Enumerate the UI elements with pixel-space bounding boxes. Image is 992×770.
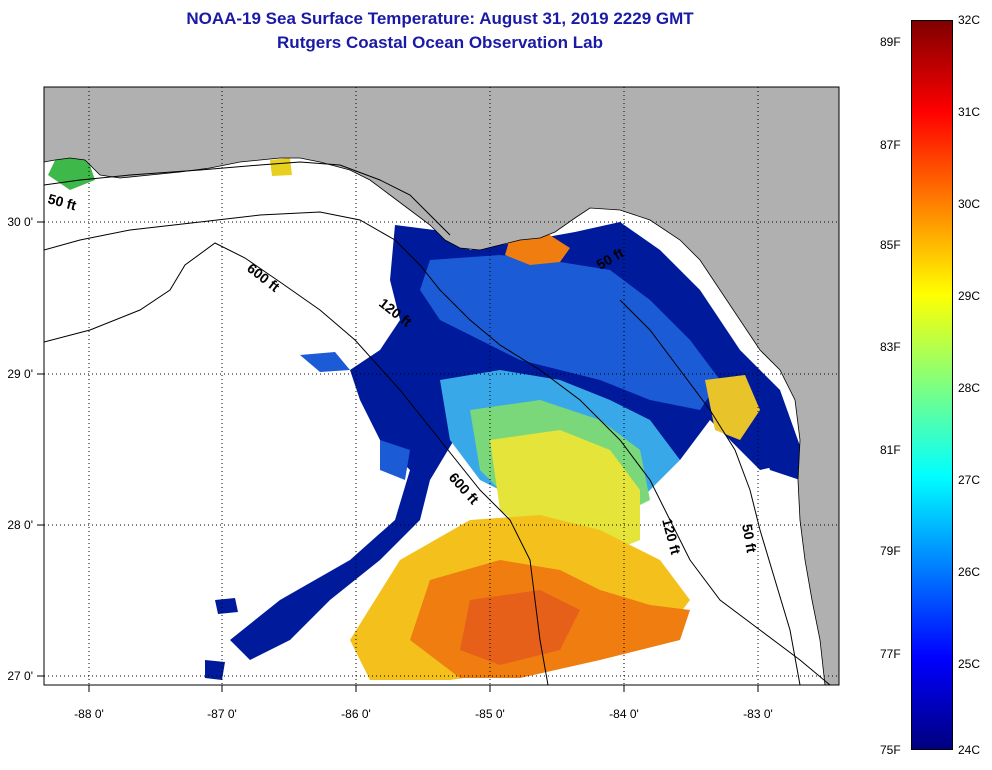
sst-map: 50 ft 600 ft 120 ft 50 ft 600 ft 120 ft … [7,86,840,721]
bathymetry-contours [44,161,831,685]
colorbar-c-label: 31C [958,105,981,119]
colorbar-f-label: 81F [880,443,901,457]
temperature-colorbar [911,20,953,750]
frame-ticks [37,221,759,692]
lon-label: -84 0' [609,707,639,721]
lat-label: 28 0' [7,518,33,532]
map-title: NOAA-19 Sea Surface Temperature: August … [186,9,694,28]
lat-label: 30 0' [7,215,33,229]
map-frame [43,86,840,686]
lat-label: 27 0' [7,669,33,683]
lon-label: -83 0' [743,707,773,721]
colorbar-c-label: 25C [958,657,981,671]
land-mass [44,87,839,685]
lon-label: -85 0' [475,707,505,721]
colorbar-c-label: 30C [958,197,981,211]
colorbar-f-label: 75F [880,743,901,757]
colorbar-f-label: 77F [880,647,901,661]
colorbar-c-label: 26C [958,565,981,579]
colorbar-f-label: 79F [880,544,901,558]
lon-label: -87 0' [207,707,237,721]
sst-data-layer [48,150,805,680]
colorbar-f-label: 83F [880,340,901,354]
colorbar-c-label: 28C [958,381,981,395]
colorbar-c-label: 27C [958,473,981,487]
colorbar-f-label: 87F [880,138,901,152]
colorbar-f-label: 85F [880,238,901,252]
map-subtitle: Rutgers Coastal Ocean Observation Lab [277,33,603,52]
contour-label-50ft-west: 50 ft [46,190,78,213]
lon-label: -88 0' [74,707,104,721]
contour-label-50ft-east: 50 ft [739,523,760,554]
graticule [44,87,839,685]
colorbar-c-label: 24C [958,743,981,757]
colorbar-f-label: 89F [880,35,901,49]
lon-label: -86 0' [341,707,371,721]
colorbar-c-label: 32C [958,13,981,27]
colorbar-c-label: 29C [958,289,981,303]
lat-label: 29 0' [7,367,33,381]
